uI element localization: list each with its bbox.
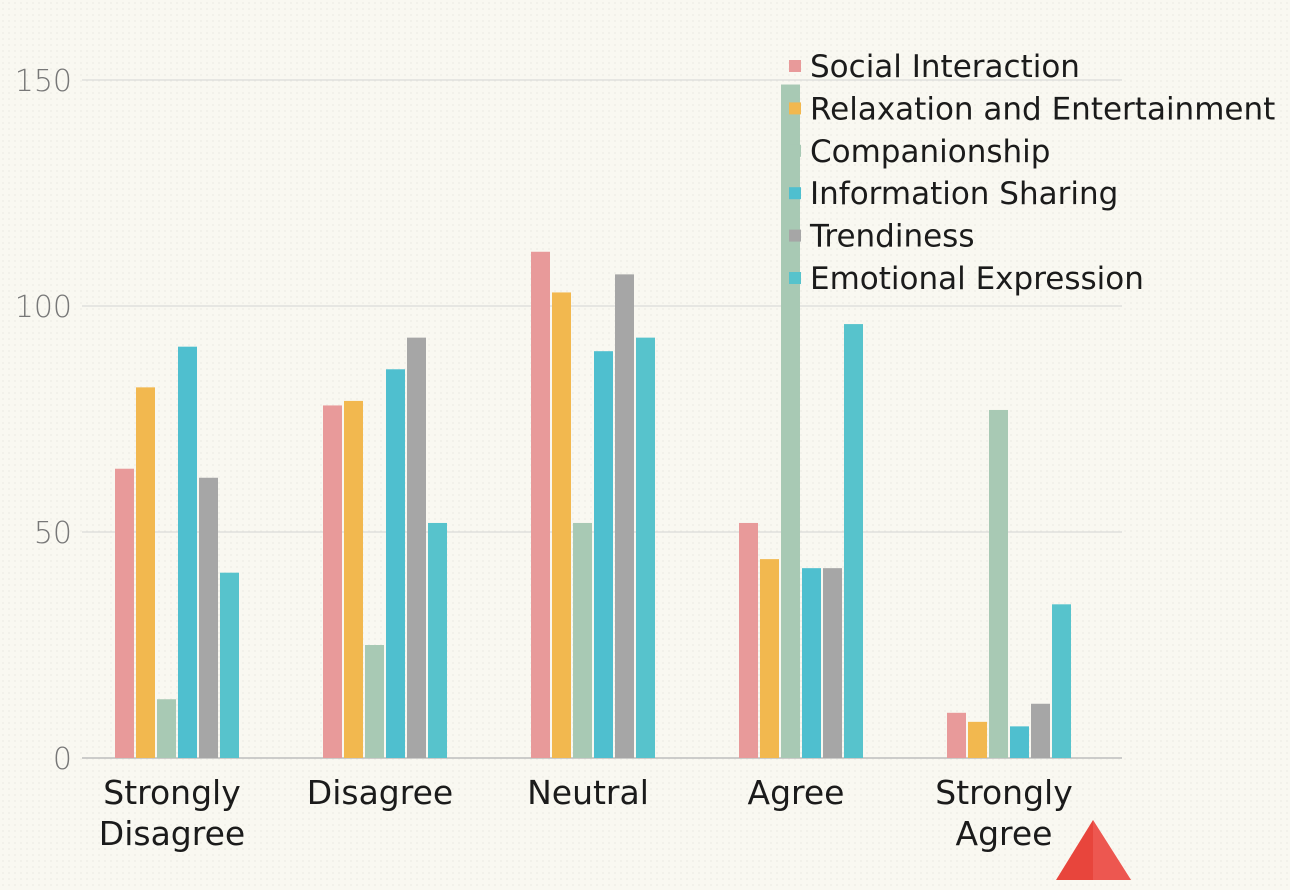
- bar: [1010, 726, 1029, 758]
- x-tick-label: Disagree: [99, 814, 245, 853]
- bar: [594, 351, 613, 758]
- legend-label: Information Sharing: [810, 176, 1118, 212]
- bar: [178, 346, 197, 758]
- legend-label: Trendiness: [809, 219, 974, 255]
- bar: [344, 400, 363, 758]
- bar: [1031, 703, 1050, 758]
- bar: [781, 84, 800, 758]
- y-tick-label: 0: [53, 742, 72, 777]
- bar: [199, 477, 218, 758]
- bar: [615, 274, 634, 758]
- legend: Social Interaction Relaxation and Enterta…: [789, 49, 1275, 297]
- legend-label: Emotional Expression: [810, 261, 1144, 297]
- bar: [968, 721, 987, 758]
- y-tick-label: 100: [15, 290, 72, 325]
- bar: [386, 369, 405, 758]
- bar: [323, 405, 342, 758]
- bar: [1052, 604, 1071, 758]
- bar: [802, 568, 821, 758]
- x-tick-label: Agree: [748, 773, 845, 812]
- legend-swatch: [789, 229, 801, 242]
- y-axis: 0 50 100 150: [15, 64, 72, 777]
- bar: [636, 337, 655, 758]
- bar: [428, 522, 447, 758]
- legend-label: Social Interaction: [810, 49, 1080, 85]
- corner-triangle-shade: [1093, 820, 1131, 880]
- legend-swatch: [789, 144, 801, 157]
- bar: [407, 337, 426, 758]
- bar: [739, 522, 758, 758]
- bar: [760, 559, 779, 758]
- x-tick-label: Strongly: [935, 773, 1072, 812]
- bar: [531, 251, 550, 758]
- bar: [136, 387, 155, 758]
- bar: [365, 645, 384, 758]
- legend-swatch: [789, 187, 801, 200]
- y-tick-label: 150: [15, 64, 72, 99]
- legend-label: Companionship: [810, 134, 1050, 170]
- x-tick-label: Strongly: [103, 773, 240, 812]
- bar: [157, 699, 176, 758]
- bar: [947, 712, 966, 758]
- bar: [573, 522, 592, 758]
- bars: [115, 84, 1071, 758]
- corner-decoration: [1056, 820, 1131, 880]
- bar: [823, 568, 842, 758]
- legend-swatch: [789, 102, 801, 115]
- bar: [989, 409, 1008, 758]
- bar: [115, 468, 134, 758]
- bar: [220, 572, 239, 758]
- bar: [552, 292, 571, 758]
- x-tick-label: Agree: [956, 814, 1053, 853]
- legend-swatch: [789, 272, 801, 284]
- legend-label: Relaxation and Entertainment: [810, 91, 1275, 127]
- x-tick-label: Neutral: [527, 773, 649, 812]
- bar: [844, 324, 863, 758]
- legend-swatch: [789, 60, 801, 72]
- y-tick-label: 50: [34, 516, 72, 551]
- x-tick-label: Disagree: [307, 773, 453, 812]
